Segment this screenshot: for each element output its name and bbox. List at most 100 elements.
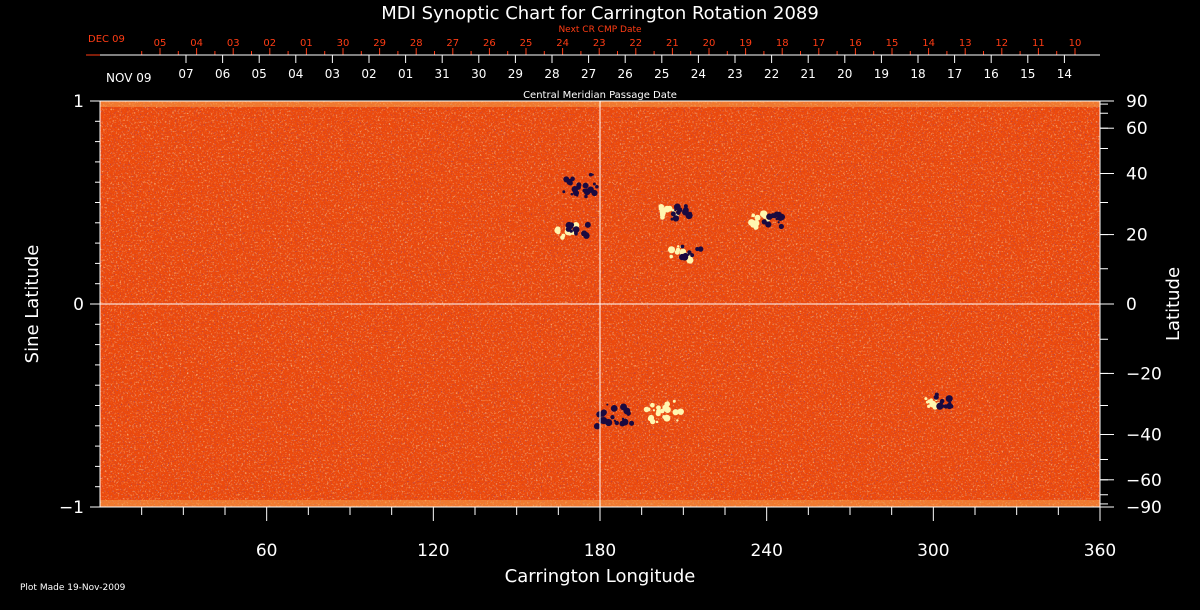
white-tick-label: 27 [581, 67, 596, 81]
active-regions [554, 172, 954, 430]
active-region-speck [583, 188, 591, 196]
active-region-speck [588, 172, 593, 177]
active-region-speck [941, 404, 945, 408]
white-tick-label: 15 [1020, 67, 1035, 81]
red-tick-label: 30 [337, 38, 350, 49]
white-tick-label: 25 [654, 67, 669, 81]
white-tick-label: 20 [837, 67, 852, 81]
active-region-speck [766, 213, 773, 220]
active-region-speck [584, 194, 588, 199]
red-tick-label: 13 [959, 38, 972, 49]
active-region-speck [778, 223, 784, 230]
active-region-speck [620, 403, 627, 411]
active-region-speck [697, 246, 704, 252]
top-axis-red-ticks: 05 04 03 02 01 30 29 28 27 26 25 24 23 22 21 20 19 18 17 16… [86, 38, 1100, 56]
red-tick-label: 01 [300, 38, 313, 49]
active-region-speck [595, 424, 599, 428]
chart-title: MDI Synoptic Chart for Carrington Rotati… [381, 3, 819, 24]
active-region-speck [610, 404, 618, 412]
active-region-speck [555, 226, 561, 232]
active-region-speck [674, 249, 680, 255]
white-tick-label: 19 [874, 67, 889, 81]
red-tick-label: 05 [154, 38, 167, 49]
white-tick-label: 29 [508, 67, 523, 81]
y-right-tick-label: 60 [1126, 119, 1148, 139]
red-tick-label: 20 [703, 38, 716, 49]
y-right-tick-label: 20 [1126, 226, 1148, 246]
plot-made-footer: Plot Made 19-Nov-2009 [20, 583, 126, 593]
top-axis-white-start: NOV 09 [106, 71, 152, 85]
red-tick-label: 04 [190, 38, 203, 49]
y-right-tick-label: −40 [1126, 425, 1162, 445]
red-tick-label: 28 [410, 38, 423, 49]
active-region-speck [934, 392, 939, 397]
y-axis-left: 1 0 −1 [59, 92, 100, 518]
active-region-speck [927, 399, 932, 404]
active-region-speck [629, 420, 635, 426]
active-region-speck [688, 211, 692, 216]
plot-area [100, 101, 1100, 507]
active-region-speck [669, 254, 674, 259]
y-left-tick-label: −1 [59, 498, 84, 518]
active-region-speck [650, 402, 655, 408]
active-region-speck [680, 244, 685, 249]
active-region-speck [683, 204, 688, 209]
active-region-speck [656, 405, 661, 411]
top-axis-white-ticks: 07 06 05 04 03 02 01 31 30 29 28 27 26 25 24 23 22 21 20 19… [100, 54, 1100, 81]
y-left-tick-label: 1 [73, 92, 84, 112]
active-region-speck [596, 411, 603, 418]
active-region-speck [595, 184, 599, 189]
y-right-tick-label: −90 [1126, 498, 1162, 518]
white-tick-label: 22 [764, 67, 779, 81]
white-tick-label: 17 [947, 67, 962, 81]
red-tick-label: 18 [776, 38, 789, 49]
active-region-speck [584, 221, 591, 228]
y-axis-right-label: Latitude [1163, 267, 1184, 341]
active-region-speck [572, 226, 580, 233]
y-axis-left-label: Sine Latitude [22, 245, 43, 364]
active-region-speck [924, 397, 928, 401]
red-tick-label: 14 [922, 38, 935, 49]
top-axis-red-caption: Next CR CMP Date [558, 25, 642, 35]
active-region-speck [606, 419, 610, 422]
active-region-speck [581, 230, 588, 237]
active-region-speck [676, 245, 680, 248]
x-tick-label: 180 [584, 541, 616, 561]
white-tick-label: 05 [252, 67, 267, 81]
active-region-speck [682, 254, 687, 259]
active-region-speck [619, 420, 626, 427]
active-region-speck [753, 224, 759, 230]
x-axis: 60 120 180 240 300 360 [141, 507, 1116, 561]
active-region-speck [574, 231, 578, 235]
active-region-speck [677, 408, 684, 415]
active-region-speck [591, 189, 598, 197]
active-region-speck [621, 417, 625, 421]
white-tick-label: 16 [984, 67, 999, 81]
y-right-tick-label: −60 [1126, 471, 1162, 491]
white-tick-label: 02 [361, 67, 376, 81]
active-region-speck [570, 176, 575, 182]
active-region-speck [663, 205, 671, 213]
white-tick-label: 23 [727, 67, 742, 81]
active-region-speck [572, 189, 580, 197]
top-axis-white-caption: Central Meridian Passage Date [523, 90, 677, 101]
active-region-speck [676, 419, 679, 422]
red-tick-label: 26 [483, 38, 496, 49]
white-tick-label: 24 [691, 67, 706, 81]
active-region-speck [775, 217, 779, 221]
active-region-speck [626, 411, 631, 416]
white-tick-label: 26 [618, 67, 633, 81]
red-tick-label: 22 [629, 38, 642, 49]
active-region-speck [668, 246, 674, 252]
active-region-speck [946, 402, 953, 410]
red-tick-label: 23 [593, 38, 606, 49]
red-tick-label: 10 [1069, 38, 1082, 49]
red-tick-label: 15 [886, 38, 899, 49]
x-tick-label: 360 [1084, 541, 1116, 561]
top-axis-white: NOV 09 Central Meridian Passage Date 07 0… [100, 54, 1100, 101]
y-right-tick-label: 40 [1126, 165, 1148, 185]
active-region-speck [659, 212, 666, 218]
active-region-speck [672, 399, 676, 403]
red-tick-label: 02 [263, 38, 276, 49]
active-region-speck [748, 219, 755, 226]
